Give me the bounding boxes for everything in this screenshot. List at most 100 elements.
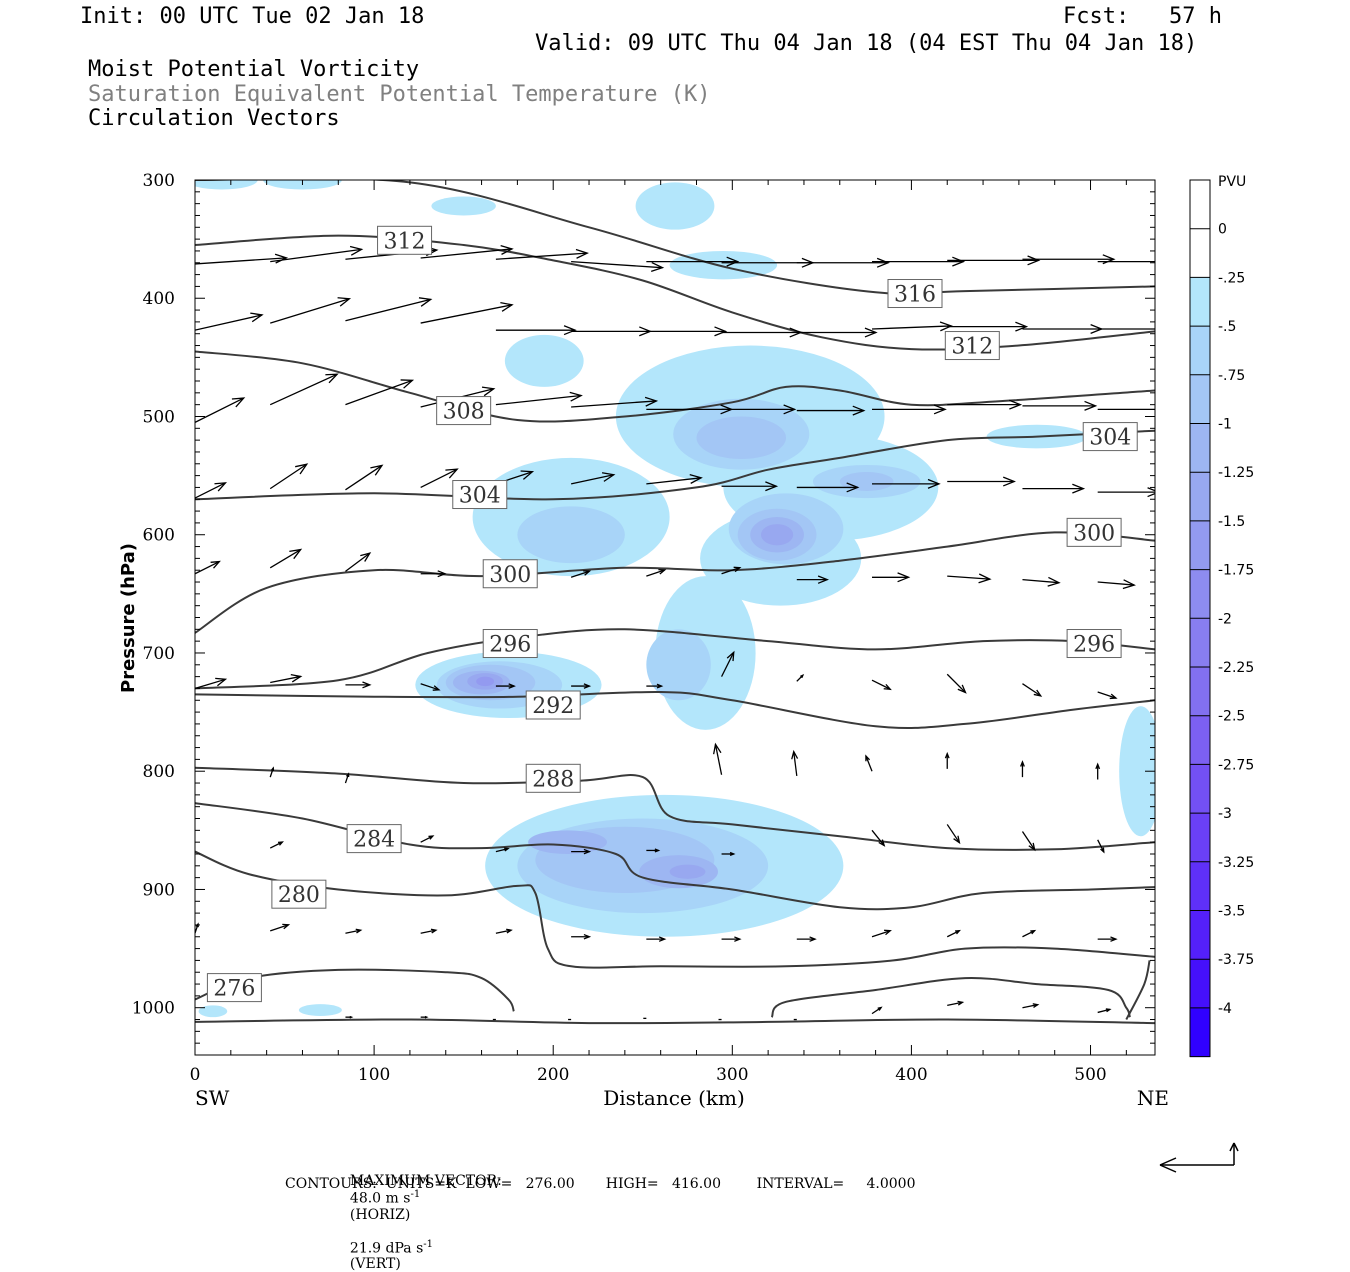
contour-label: 304: [459, 484, 501, 509]
vector-shaft: [269, 373, 338, 406]
x-tick-label: 200: [537, 1065, 569, 1085]
colorbar-swatch: [1190, 618, 1210, 668]
contour-label-box: [525, 763, 581, 793]
vector-head: [601, 472, 616, 482]
circulation-vector: [947, 573, 992, 584]
colorbar-swatch: [1190, 277, 1210, 327]
colorbar-swatch: [1190, 667, 1210, 717]
y-tick-label: 700: [143, 644, 175, 664]
theta-contour-280: [195, 850, 1155, 969]
field-title-pv: Moist Potential Vorticity: [88, 57, 420, 82]
colorbar-swatch: [1190, 180, 1210, 230]
vector-head: [927, 478, 941, 489]
theta-contour-276: [770, 977, 1131, 1018]
colorbar-level-label: -3: [1218, 806, 1232, 822]
vector-head: [650, 261, 665, 272]
vector-head: [1028, 842, 1036, 852]
circulation-vector: [571, 396, 659, 408]
circulation-vector: [420, 683, 441, 691]
circulation-vector: [495, 391, 583, 406]
vector-head: [1100, 847, 1105, 854]
init-time: Init: 00 UTC Tue 02 Jan 18: [80, 4, 425, 29]
circulation-vector: [420, 244, 514, 259]
vector-head: [726, 256, 740, 267]
circulation-vector: [344, 772, 350, 784]
vector-head: [689, 474, 703, 484]
vector-shaft: [1021, 831, 1036, 851]
vector-head: [250, 312, 264, 323]
circulation-vector: [495, 325, 577, 336]
vector-shaft: [495, 929, 512, 934]
vector-head: [809, 936, 817, 942]
vector-head: [714, 326, 728, 337]
max-vert-exp: -1: [423, 1238, 434, 1250]
vector-head: [883, 683, 892, 691]
circulation-vector: [1097, 839, 1105, 854]
contour-label: 296: [489, 633, 531, 658]
vector-head: [884, 929, 892, 936]
circulation-vector: [1097, 328, 1155, 330]
circulation-vector: [1095, 762, 1101, 780]
circulation-vector: [571, 683, 592, 689]
vector-shaft: [871, 1006, 882, 1015]
colorbar-level-label: -3.75: [1218, 952, 1254, 968]
vector-head: [349, 1015, 354, 1019]
circulation-vector: [721, 404, 797, 415]
circulation-vector: [871, 321, 953, 332]
vector-head: [500, 244, 514, 255]
x-axis-label: Distance (km): [603, 1086, 745, 1110]
x-tick-label: 0: [190, 1065, 201, 1085]
vector-head: [1002, 476, 1016, 487]
circulation-vector: [345, 464, 384, 491]
vector-head: [1122, 579, 1136, 590]
vector-shaft: [571, 400, 657, 408]
circulation-vector: [1022, 323, 1104, 334]
circulation-vector: [1097, 1008, 1112, 1014]
colorbar-level-label: -.25: [1218, 270, 1245, 286]
theta-contour-288: [195, 766, 1155, 851]
vector-shaft: [270, 248, 362, 263]
circulation-vector: [345, 681, 372, 689]
vector-head: [195, 922, 199, 928]
circulation-vector: [721, 566, 742, 575]
circulation-vector: [420, 928, 438, 934]
colorbar-swatch: [1190, 813, 1210, 863]
circulation-vector: [646, 474, 703, 485]
y-tick-label: 300: [143, 171, 175, 191]
circulation-vector: [947, 1000, 965, 1006]
vector-head: [231, 397, 246, 408]
vector-shaft: [345, 552, 371, 572]
colorbar-level-label: -1.5: [1218, 514, 1245, 530]
circulation-vector: [195, 677, 228, 690]
vector-head: [583, 933, 592, 940]
theta-contour-292: [195, 690, 1155, 730]
circulation-vector: [796, 936, 817, 942]
contour-label: 300: [1073, 521, 1115, 546]
vector-shaft: [269, 841, 283, 849]
max-horiz-value: 48.0 m s: [349, 1190, 411, 1207]
vector-shaft: [195, 678, 226, 690]
pv-region: [476, 676, 495, 687]
vector-head: [783, 404, 797, 415]
vector-head: [270, 766, 275, 772]
colorbar-level-label: -1.75: [1218, 563, 1254, 579]
vector-head: [1147, 487, 1155, 498]
circulation-vector: [1097, 260, 1155, 263]
contour-label: 316: [894, 283, 936, 308]
circulation-vector: [270, 673, 303, 684]
colorbar-swatch: [1190, 472, 1210, 522]
colorbar-level-label: 0: [1218, 222, 1227, 238]
vector-shaft: [570, 570, 590, 578]
theta-contour-304: [195, 429, 1155, 501]
vector-head: [1032, 1003, 1040, 1008]
theta-contour-276: [1125, 960, 1151, 1020]
vector-head: [500, 302, 514, 312]
circulation-vector: [872, 404, 947, 415]
axes: 0 100 200 300 400 500 300 400 500 600 700 800 900 100…: [132, 171, 1155, 1085]
contour-label-box: [377, 225, 433, 255]
vector-head: [1020, 760, 1025, 767]
vector-shaft: [195, 257, 287, 265]
vector-head: [978, 573, 992, 584]
vector-head: [1030, 929, 1037, 935]
y-tick-label: 1000: [132, 999, 175, 1019]
